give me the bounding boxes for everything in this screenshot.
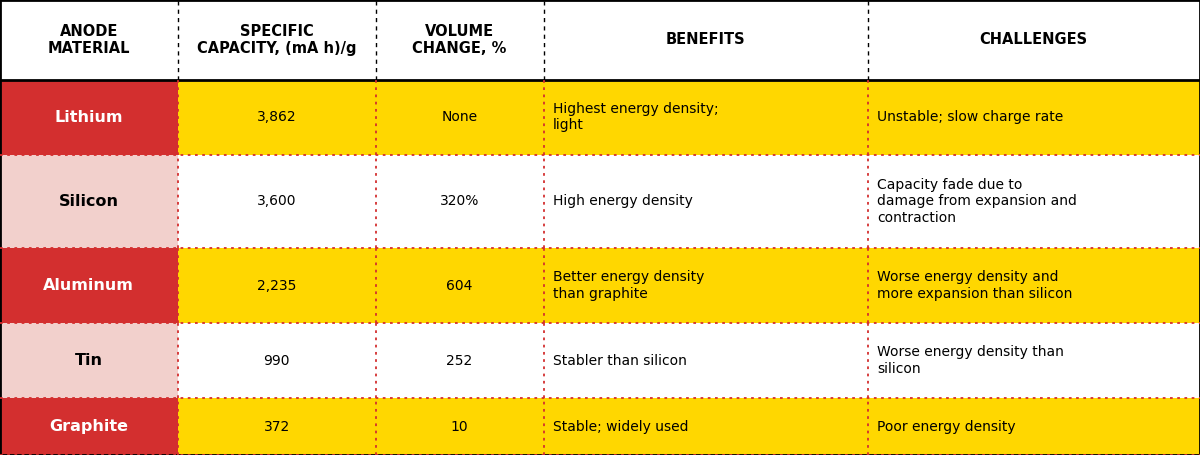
Text: High energy density: High energy density <box>553 194 694 208</box>
Text: Stabler than silicon: Stabler than silicon <box>553 354 688 368</box>
Text: 320%: 320% <box>440 194 479 208</box>
Text: Tin: Tin <box>74 353 103 368</box>
Bar <box>0 248 178 323</box>
Bar <box>0 323 178 398</box>
Text: VOLUME
CHANGE, %: VOLUME CHANGE, % <box>413 24 506 56</box>
Bar <box>0 0 1200 80</box>
Text: SPECIFIC
CAPACITY, (mA h)/g: SPECIFIC CAPACITY, (mA h)/g <box>197 24 356 56</box>
Text: Poor energy density: Poor energy density <box>877 420 1016 434</box>
Text: Better energy density
than graphite: Better energy density than graphite <box>553 270 704 301</box>
Text: 3,600: 3,600 <box>257 194 296 208</box>
Text: Lithium: Lithium <box>54 110 124 125</box>
Bar <box>0 80 178 155</box>
Bar <box>0 80 1200 155</box>
Text: Aluminum: Aluminum <box>43 278 134 293</box>
Text: Unstable; slow charge rate: Unstable; slow charge rate <box>877 110 1063 124</box>
Text: 2,235: 2,235 <box>257 278 296 293</box>
Bar <box>0 248 1200 323</box>
Text: Graphite: Graphite <box>49 419 128 434</box>
Text: Highest energy density;
light: Highest energy density; light <box>553 102 719 132</box>
Text: ANODE
MATERIAL: ANODE MATERIAL <box>48 24 130 56</box>
Text: 372: 372 <box>264 420 289 434</box>
Text: Silicon: Silicon <box>59 194 119 209</box>
Text: Worse energy density than
silicon: Worse energy density than silicon <box>877 345 1064 376</box>
Bar <box>0 323 1200 398</box>
Text: 604: 604 <box>446 278 473 293</box>
Text: 252: 252 <box>446 354 473 368</box>
Bar <box>0 155 178 248</box>
Text: BENEFITS: BENEFITS <box>666 32 745 47</box>
Text: Capacity fade due to
damage from expansion and
contraction: Capacity fade due to damage from expansi… <box>877 178 1078 224</box>
Bar <box>0 155 1200 248</box>
Text: 990: 990 <box>263 354 290 368</box>
Text: None: None <box>442 110 478 124</box>
Text: 10: 10 <box>451 420 468 434</box>
Text: Stable; widely used: Stable; widely used <box>553 420 689 434</box>
Text: CHALLENGES: CHALLENGES <box>979 32 1088 47</box>
Bar <box>0 398 178 455</box>
Text: 3,862: 3,862 <box>257 110 296 124</box>
Text: Worse energy density and
more expansion than silicon: Worse energy density and more expansion … <box>877 270 1073 301</box>
Bar <box>0 398 1200 455</box>
